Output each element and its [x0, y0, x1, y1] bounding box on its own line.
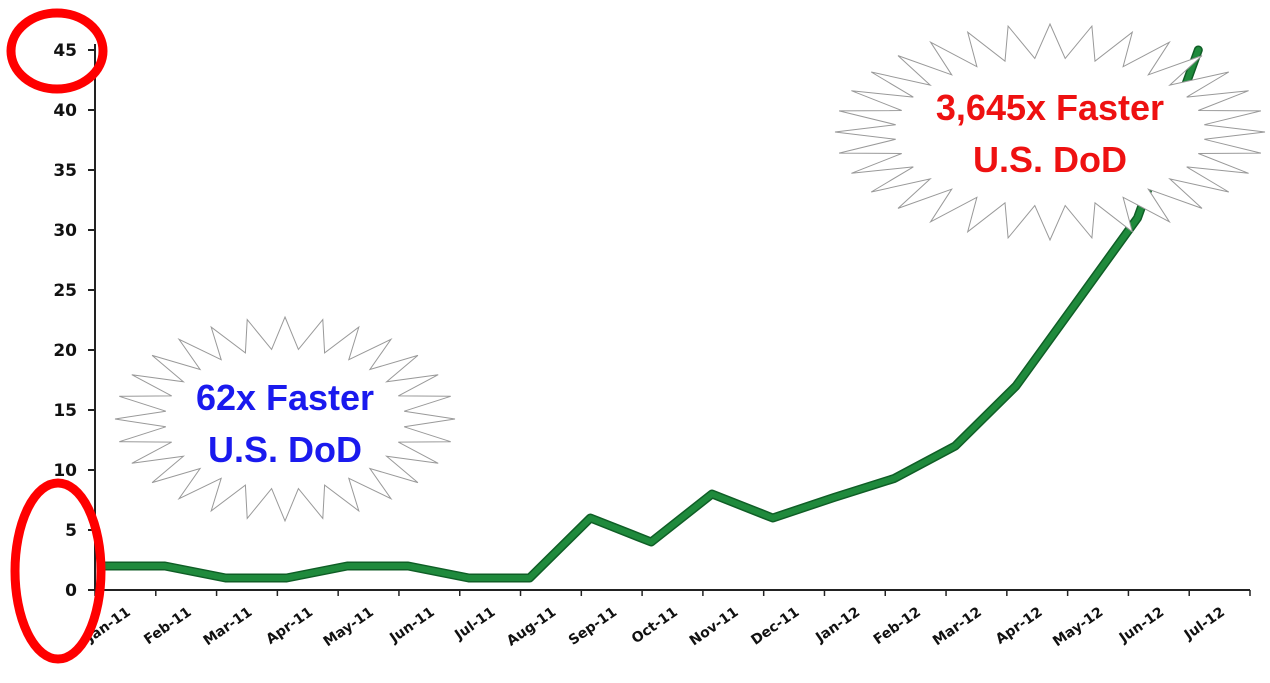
x-tick-label: Nov-11 [687, 604, 742, 649]
series-line [99, 45, 1203, 583]
x-tick-label: Mar-12 [930, 604, 985, 649]
data-point [162, 563, 168, 569]
annotation-left-line1: 62x Faster [196, 377, 374, 418]
data-point [1074, 299, 1080, 305]
highlight-ellipse-top [6, 8, 108, 94]
data-point [891, 475, 897, 481]
data-point [952, 443, 958, 449]
x-tick-label: Aug-11 [504, 604, 559, 649]
annotation-right-line1: 3,645x Faster [936, 87, 1164, 128]
y-tick-label: 40 [53, 101, 77, 121]
x-tick-label: Dec-11 [748, 604, 802, 648]
data-point [283, 575, 289, 581]
x-tick-label: Jul-11 [451, 604, 498, 644]
x-tick-label: May-11 [321, 604, 377, 650]
x-tick-label: Jul-12 [1181, 604, 1228, 644]
data-point [466, 575, 472, 581]
data-point [587, 515, 593, 521]
x-tick-label: Jan-12 [812, 604, 863, 646]
x-tick-label: Sep-11 [566, 604, 620, 649]
data-point [1135, 215, 1141, 221]
x-tick-label: Apr-11 [263, 604, 316, 648]
data-point [405, 563, 411, 569]
data-point [527, 575, 533, 581]
data-point [223, 575, 229, 581]
x-tick-label: Jun-12 [1116, 604, 1167, 647]
x-tick-label: Jun-11 [386, 604, 437, 647]
annotation-burst-left: 62x Faster U.S. DoD [114, 315, 456, 523]
x-tick-label: Mar-11 [201, 604, 256, 649]
starburst-right [834, 22, 1266, 242]
data-point [344, 563, 350, 569]
data-point [831, 495, 837, 501]
y-tick-label: 35 [53, 161, 77, 181]
data-point [709, 491, 715, 497]
y-tick-label: 25 [53, 281, 77, 301]
y-tick-label: 5 [65, 521, 77, 541]
x-tick-label: Apr-12 [993, 604, 1046, 648]
y-tick-label: 15 [53, 401, 77, 421]
data-point [648, 539, 654, 545]
x-tick-label: Oct-11 [629, 604, 681, 647]
x-tick-label: Feb-12 [871, 604, 924, 648]
y-tick-label: 20 [53, 341, 77, 361]
y-tick-label: 0 [65, 581, 77, 601]
highlight-ellipse-bottom [10, 478, 106, 664]
y-tick-label: 10 [53, 461, 77, 481]
annotation-right-line2: U.S. DoD [973, 139, 1127, 180]
data-point [1195, 47, 1201, 53]
highlight-marks [6, 8, 108, 664]
annotation-burst-right: 3,645x Faster U.S. DoD [834, 22, 1266, 242]
data-point [770, 515, 776, 521]
y-tick-label: 45 [53, 41, 77, 61]
data-point [1013, 383, 1019, 389]
y-tick-label: 30 [53, 221, 77, 241]
annotation-left-line2: U.S. DoD [208, 429, 362, 470]
starburst-left [114, 315, 456, 523]
x-tick-label: May-12 [1050, 604, 1106, 650]
x-tick-label: Feb-11 [141, 604, 194, 648]
